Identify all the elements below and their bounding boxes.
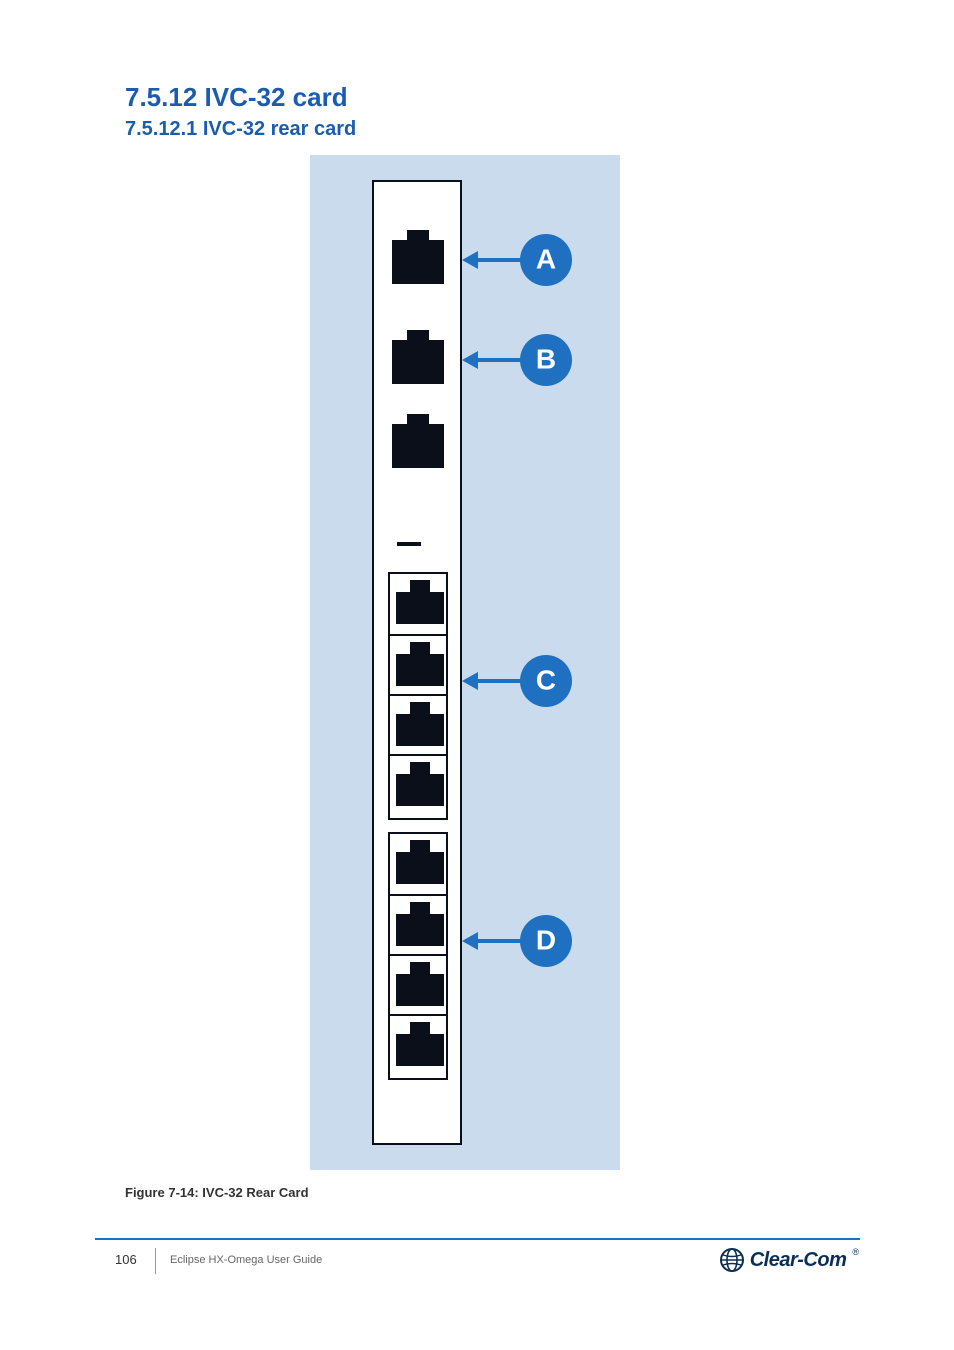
port-1: [392, 240, 444, 284]
arrow-line-d: [478, 939, 522, 943]
arrow-head-c: [462, 672, 478, 690]
callout-a: A: [520, 234, 572, 286]
footer-divider: [155, 1248, 156, 1274]
section-subheading: 7.5.12.1 IVC-32 rear card: [125, 118, 356, 141]
figure-caption: Figure 7-14: IVC-32 Rear Card: [125, 1185, 309, 1200]
diagram-background: [310, 155, 620, 1170]
stacked-port: [390, 1014, 446, 1074]
logo-registered: ®: [852, 1247, 859, 1257]
h1-text: IVC-32 card: [205, 82, 348, 112]
arrow-line-c: [478, 679, 522, 683]
arrow-line-b: [478, 358, 522, 362]
status-led: [397, 542, 421, 546]
callout-d-label: D: [536, 924, 556, 956]
callout-d: D: [520, 915, 572, 967]
stacked-port: [390, 694, 446, 754]
section-heading-number: 7.5.12 IVC-32 card: [125, 82, 348, 113]
stacked-port: [390, 894, 446, 954]
callout-c-label: C: [536, 664, 556, 696]
rear-card-outline: [372, 180, 462, 1145]
port-stack-1: [388, 572, 448, 820]
stacked-port: [390, 754, 446, 814]
arrow-line-a: [478, 258, 522, 262]
logo-text: Clear-Com: [750, 1249, 847, 1272]
arrow-head-b: [462, 351, 478, 369]
h2-prefix: 7.5.12.1: [125, 118, 203, 140]
port-2: [392, 340, 444, 384]
stacked-port: [390, 574, 446, 634]
footer-rule: [95, 1238, 860, 1240]
h2-text: IVC-32 rear card: [203, 118, 356, 140]
callout-a-label: A: [536, 243, 556, 275]
arrow-head-a: [462, 251, 478, 269]
clearcom-logo: Clear-Com ®: [720, 1248, 859, 1272]
footer-doc-title: Eclipse HX-Omega User Guide: [170, 1254, 322, 1266]
stacked-port: [390, 834, 446, 894]
callout-b-label: B: [536, 343, 556, 375]
port-stack-2: [388, 832, 448, 1080]
port-3: [392, 424, 444, 468]
stacked-port: [390, 634, 446, 694]
callout-c: C: [520, 655, 572, 707]
arrow-head-d: [462, 932, 478, 950]
page-number: 106: [115, 1252, 137, 1267]
globe-icon: [720, 1248, 744, 1272]
stacked-port: [390, 954, 446, 1014]
h1-prefix: 7.5.12: [125, 82, 205, 112]
callout-b: B: [520, 334, 572, 386]
